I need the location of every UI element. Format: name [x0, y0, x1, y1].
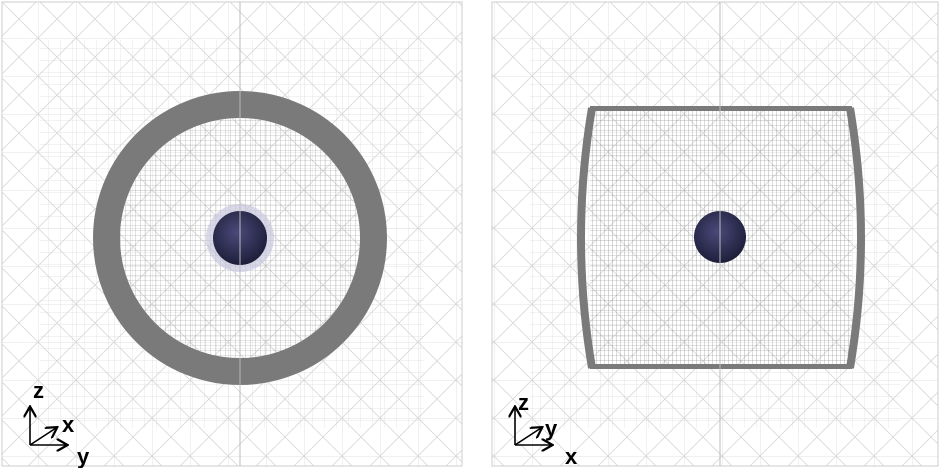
cylinder-edge [590, 364, 852, 369]
cylinder-edge [590, 106, 852, 111]
axis-label: y [77, 444, 90, 468]
axis-label: z [33, 378, 44, 403]
axis-label: z [518, 390, 529, 415]
axis-label: x [565, 444, 578, 468]
axis-label: x [62, 412, 75, 437]
axis-label: y [545, 416, 558, 441]
figure: z x y z y x [0, 0, 940, 468]
panel-left: z x y [2, 2, 462, 468]
panel-right: z y x [492, 2, 938, 468]
